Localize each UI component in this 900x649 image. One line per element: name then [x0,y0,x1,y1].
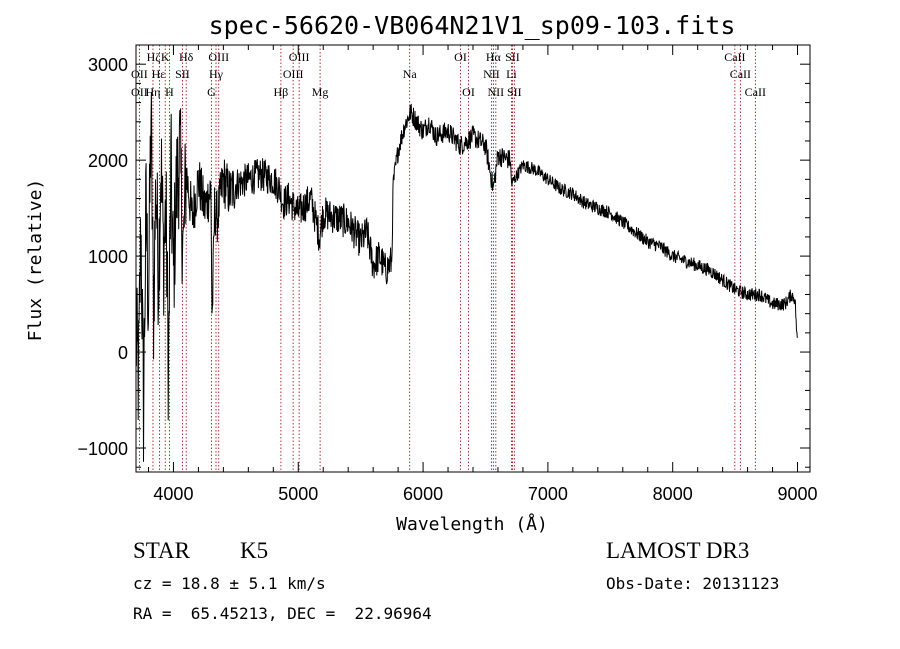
line-label: K [161,50,170,64]
line-label: NII [488,85,505,99]
line-label: OI [454,50,467,64]
object-subclass: K5 [240,538,269,563]
y-axis-label: Flux (relative) [25,179,46,342]
line-label: SII [505,50,520,64]
line-label: CaII [745,85,766,99]
plot-frame [135,44,811,473]
y-tick-label: 0 [118,343,128,363]
y-axis-ticks: −1000 0 1000 2000 3000 [77,44,810,468]
chart-title: spec-56620-VB064N21V1_sp09-103.fits [209,11,736,40]
line-label: G [207,85,216,99]
line-label: Hγ [209,67,224,81]
ra-dec: RA = 65.45213, DEC = 22.96964 [133,604,432,623]
y-tick-label: 1000 [88,247,128,267]
line-label: NII [483,67,500,81]
line-label: H [165,85,174,99]
x-tick-label: 8000 [653,484,693,504]
x-tick-label: 5000 [278,484,318,504]
line-label: Hη [145,85,160,99]
spectral-line-markers [138,45,756,472]
y-tick-label: −1000 [77,439,128,459]
line-label: CaII [730,67,751,81]
line-label: OIII [283,67,304,81]
x-tick-label: 9000 [777,484,817,504]
object-class: STAR [133,538,190,563]
line-label: SII [507,85,522,99]
survey-name: LAMOST DR3 [606,538,750,563]
obs-date: Obs-Date: 20131123 [606,574,780,593]
y-tick-label: 2000 [88,151,128,171]
line-label: Na [403,67,418,81]
spectrum-series-line [135,92,798,462]
x-tick-label: 6000 [403,484,443,504]
redshift-cz: cz = 18.8 ± 5.1 km/s [133,574,326,593]
y-tick-label: 3000 [88,55,128,75]
x-axis-ticks: 4000 5000 6000 7000 8000 9000 [147,45,818,504]
line-label: OIII [208,50,229,64]
x-tick-label: 7000 [528,484,568,504]
line-label: Mg [312,85,329,99]
line-label: Hβ [274,85,289,99]
line-label: SII [175,67,190,81]
line-label: Hζ [147,50,161,64]
line-label: OII [131,85,148,99]
x-axis-label: Wavelength (Å) [396,513,548,535]
line-label: OI [462,85,475,99]
line-label: Li [506,67,517,81]
line-label: CaII [724,50,745,64]
line-label: OIII [289,50,310,64]
x-tick-label: 4000 [153,484,193,504]
line-label: Hδ [179,50,194,64]
line-label: Hα [486,50,502,64]
line-label: Hε [152,67,166,81]
line-label: OII [131,67,148,81]
